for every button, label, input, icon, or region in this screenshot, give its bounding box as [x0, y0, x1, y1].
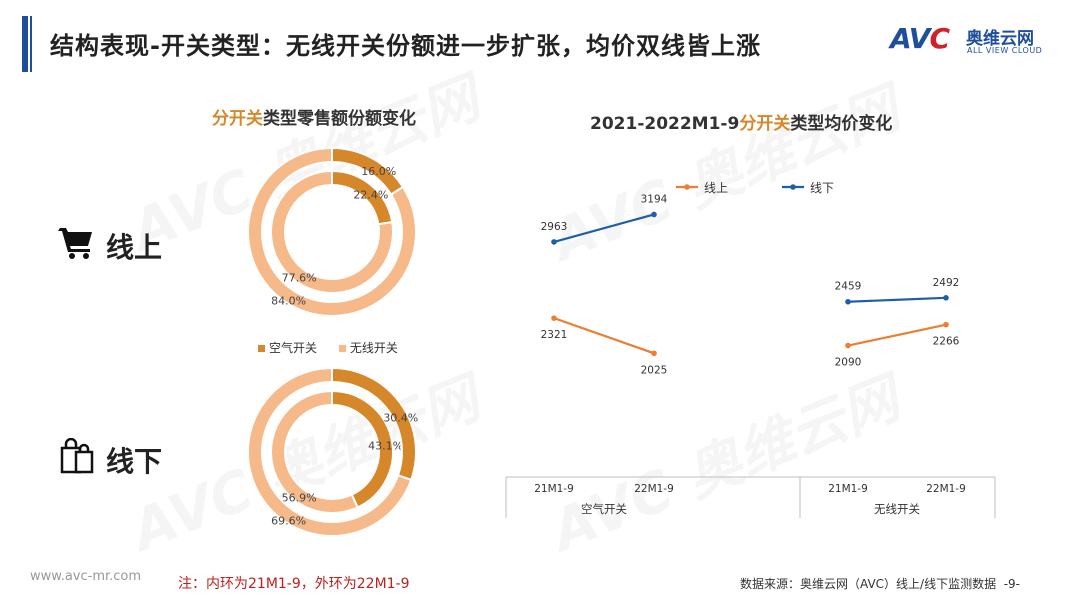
line-title-prefix: 2021-2022M1-9 — [590, 114, 740, 134]
line-data-label: 2321 — [541, 329, 568, 341]
data-point — [651, 211, 657, 218]
watermark: AVC 奥维云网 — [543, 76, 909, 275]
data-point — [651, 350, 657, 357]
logo-en: ALL VIEW CLOUD — [967, 46, 1043, 55]
line-data-label: 2492 — [933, 277, 960, 289]
x-tick-label: 21M1-9 — [534, 483, 574, 495]
title-accent-bar — [30, 16, 32, 72]
donut-chart-title: 分开关类型零售额份额变化 — [212, 104, 416, 129]
line-title-highlight: 分开关 — [739, 114, 791, 134]
data-point — [845, 298, 851, 305]
data-source: 数据来源：奥维云网（AVC）线上/线下监测数据 -9- — [740, 577, 1021, 591]
donut-slice-air — [331, 389, 394, 509]
line-legend-label: 线下 — [810, 181, 834, 195]
row-label-online: 线上 — [106, 231, 163, 264]
x-group-label: 空气开关 — [581, 502, 627, 516]
website-url: www.avc-mr.com — [30, 569, 142, 584]
donut-slice-wireless — [247, 366, 413, 537]
page-number: -9- — [1003, 577, 1021, 591]
line-chart-title: 2021-2022M1-9分开关类型均价变化 — [590, 109, 892, 134]
x-group-label: 无线开关 — [874, 502, 920, 516]
line-legend-marker — [790, 184, 796, 190]
donut-slice-wireless — [270, 389, 359, 514]
data-point — [943, 295, 949, 301]
donut-data-label: 43.1% — [368, 440, 403, 453]
series-line-online — [847, 323, 947, 347]
legend-item-air: 空气开关 — [258, 341, 317, 355]
data-point — [551, 315, 557, 321]
line-data-label: 3194 — [641, 193, 668, 205]
watermark: AVC 奥维云网 — [543, 366, 909, 565]
donut-data-label: 16.0% — [361, 165, 396, 178]
line-data-label: 2266 — [933, 336, 960, 348]
series-line-offline — [847, 296, 947, 303]
ring-note: 注：内环为21M1-9，外环为22M1-9 — [178, 576, 410, 592]
data-point — [551, 239, 557, 245]
line-data-label: 2963 — [541, 221, 568, 233]
page-title: 结构表现-开关类型：无线开关份额进一步扩张，均价双线皆上涨 — [50, 32, 761, 60]
donut-data-label: 69.6% — [271, 514, 306, 527]
line-legend-label: 线上 — [704, 181, 728, 195]
data-point — [943, 321, 949, 328]
legend-swatch-wireless — [338, 345, 346, 352]
donut-title-rest: 类型零售额份额变化 — [263, 109, 416, 129]
donut-slice-wireless — [270, 169, 394, 294]
donut-title-highlight: 分开关 — [212, 109, 263, 129]
legend-swatch-air — [258, 345, 265, 352]
x-tick-label: 22M1-9 — [926, 483, 966, 495]
watermark: AVC 奥维云网 — [123, 366, 489, 565]
logo-cn: 奥维云网 — [966, 29, 1034, 49]
row-label-offline: 线下 — [106, 445, 163, 478]
shopping-bags-icon — [60, 438, 94, 474]
donut-legend: 空气开关 无线开关 — [258, 339, 416, 356]
line-legend-marker — [684, 184, 690, 190]
title-accent-bar — [22, 16, 28, 72]
donut-slice-wireless — [247, 146, 417, 317]
donut-data-label: 56.9% — [282, 491, 317, 504]
donut-data-label: 30.4% — [383, 411, 418, 424]
avc-logo: AVC 奥维云网 ALL VIEW CLOUD — [890, 22, 1060, 62]
donut-data-label: 77.6% — [282, 271, 317, 284]
x-tick-label: 21M1-9 — [828, 483, 868, 495]
data-point — [845, 342, 851, 349]
series-line-online — [553, 317, 655, 355]
line-data-label: 2090 — [835, 357, 862, 369]
donut-data-label: 84.0% — [271, 294, 306, 307]
donut-slice-air — [331, 146, 405, 196]
x-tick-label: 22M1-9 — [634, 483, 674, 495]
line-title-rest: 类型均价变化 — [790, 114, 893, 134]
legend-item-wireless: 无线开关 — [338, 341, 398, 355]
donut-data-label: 22.4% — [353, 189, 388, 202]
donut-slice-air — [331, 169, 394, 226]
series-line-offline — [553, 213, 655, 243]
logo-mark: AVC — [890, 22, 950, 55]
watermark: AVC 奥维云网 — [123, 66, 489, 265]
shopping-cart-icon — [58, 228, 92, 259]
line-data-label: 2025 — [641, 364, 668, 376]
donut-slice-air — [331, 366, 417, 482]
line-data-label: 2459 — [835, 281, 862, 293]
